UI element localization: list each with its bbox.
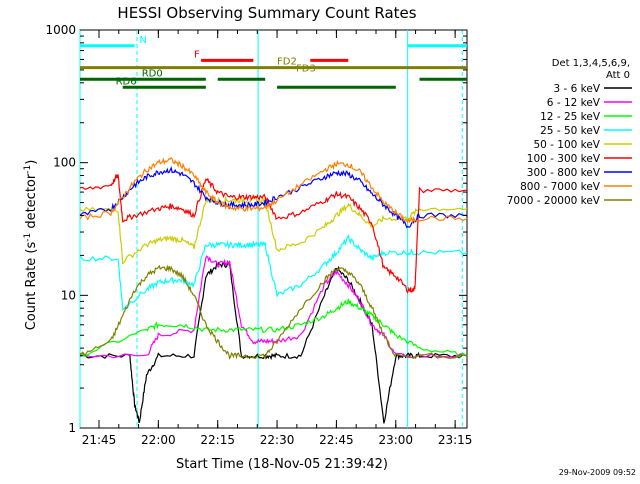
- y-tick-label-0: 1: [68, 421, 76, 435]
- annotation-label-fd2: FD2: [277, 57, 297, 68]
- x-tick-label-2: 22:15: [200, 433, 235, 447]
- legend-label-7: 800 - 7000 keV: [520, 181, 601, 193]
- series-line-5: [79, 173, 468, 294]
- annotation-label-fd3: FD3: [296, 64, 316, 75]
- legend-label-0: 3 - 6 keV: [553, 83, 600, 95]
- x-tick-label-6: 23:15: [438, 433, 473, 447]
- y-axis-label-main: Count Rate (s: [24, 242, 39, 331]
- x-tick-label-3: 22:30: [260, 433, 295, 447]
- x-tick-label-4: 22:45: [319, 433, 354, 447]
- footer-date: 29-Nov-2009 09:52: [559, 468, 636, 477]
- series-line-1: [79, 255, 468, 359]
- legend-label-2: 12 - 25 keV: [540, 111, 601, 123]
- series-line-3: [79, 234, 468, 311]
- y-tick-label-1: 10: [61, 288, 76, 302]
- series-line-2: [79, 298, 468, 358]
- y-axis-label-mid: detector: [24, 173, 39, 233]
- x-tick-label-0: 21:45: [82, 433, 117, 447]
- legend-label-1: 6 - 12 keV: [547, 97, 601, 109]
- chart-title: HESSI Observing Summary Count Rates: [117, 4, 416, 22]
- legend-label-4: 50 - 100 keV: [533, 139, 600, 151]
- x-tick-label-1: 22:00: [141, 433, 176, 447]
- annotation-label-n: N: [139, 35, 146, 46]
- y-tick-label-3: 1000: [45, 23, 76, 37]
- x-axis-label: Start Time (18-Nov-05 21:39:42): [176, 457, 388, 472]
- annotation-label-rd6: RD6: [116, 76, 137, 87]
- annotation-label-rd0: RD0: [142, 68, 163, 79]
- series-line-0: [79, 261, 468, 424]
- legend-header-0: Det 1,3,4,5,6,9,: [552, 58, 630, 69]
- series-line-7: [79, 156, 468, 225]
- series-line-6: [79, 166, 468, 229]
- legend-label-6: 300 - 800 keV: [527, 167, 601, 179]
- y-tick-label-2: 100: [53, 156, 76, 170]
- x-tick-label-5: 23:00: [378, 433, 413, 447]
- series-line-8: [79, 264, 468, 360]
- y-axis-label-sup1: -1: [23, 233, 33, 242]
- legend-label-3: 25 - 50 keV: [540, 125, 601, 137]
- legend-header-1: Att 0: [606, 70, 630, 81]
- legend-label-5: 100 - 300 keV: [527, 153, 601, 165]
- annotation-label-f: F: [194, 49, 200, 60]
- y-axis-label-sup2: -1: [23, 165, 33, 174]
- legend-label-8: 7000 - 20000 keV: [507, 195, 601, 207]
- y-axis-label: Count Rate (s-1 detector-1): [23, 160, 39, 331]
- y-axis-label-end: ): [24, 160, 39, 165]
